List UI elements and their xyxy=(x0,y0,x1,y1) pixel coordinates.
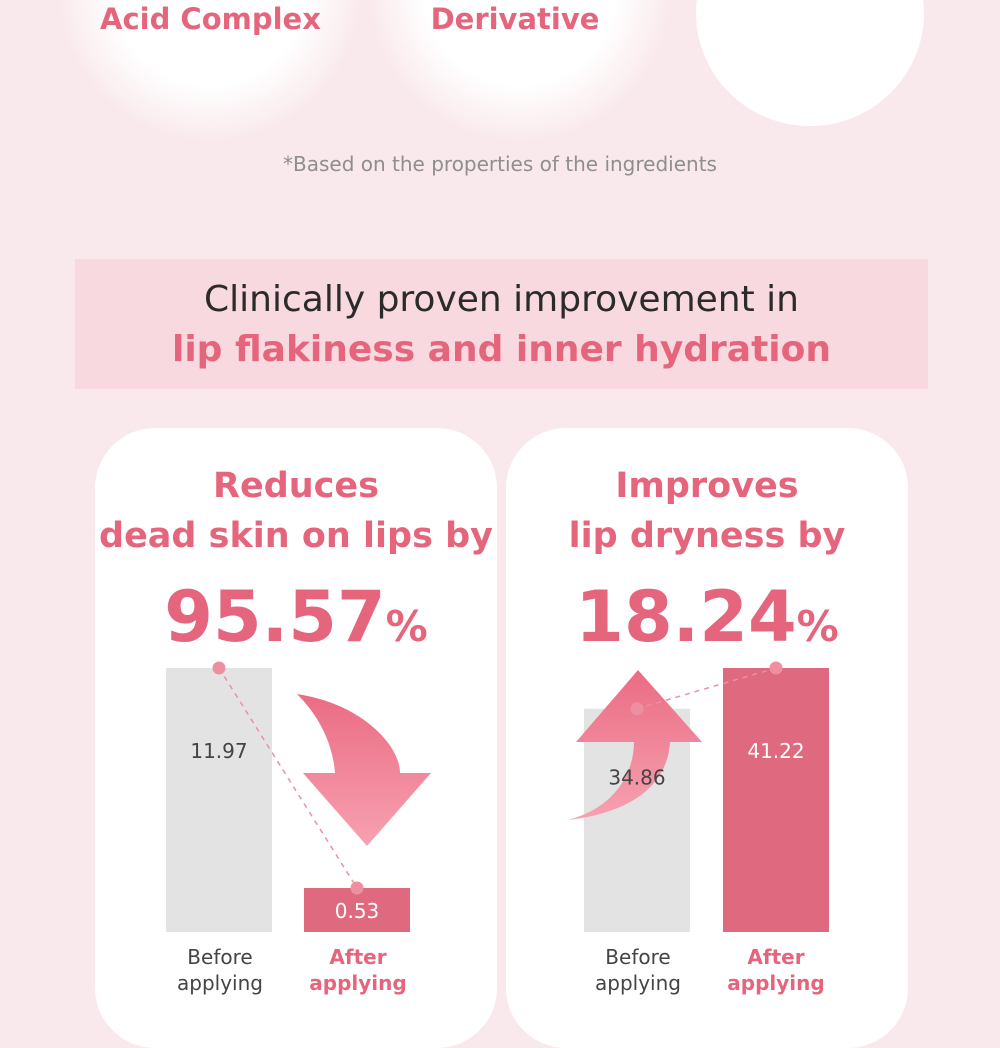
bar-value-label: 11.97 xyxy=(190,739,247,763)
headline-unit: % xyxy=(796,602,839,651)
arrow-up-icon xyxy=(568,670,702,820)
x-label-line: applying xyxy=(595,971,681,995)
x-label-line: Before xyxy=(605,945,671,969)
heading-line-2: lip flakiness and inner hydration xyxy=(171,329,832,370)
trend-line xyxy=(636,667,777,710)
x-label-line: Before xyxy=(187,945,253,969)
x-label-line: After xyxy=(329,945,387,969)
headline-number: 95.57 xyxy=(164,576,386,658)
x-label-line: applying xyxy=(309,971,407,995)
bar-chart-dead-skin: 11.97 0.53 xyxy=(166,661,431,932)
data-point-before xyxy=(630,702,644,716)
headline-percentage: 18.24% xyxy=(506,576,908,658)
data-point-before xyxy=(212,661,226,675)
x-label-before: Before applying xyxy=(563,944,713,996)
headline-unit: % xyxy=(385,602,428,651)
card-title-line-2: dead skin on lips by xyxy=(99,516,493,556)
bar-chart-dryness: 34.86 41.22 xyxy=(568,661,829,932)
x-label-before: Before applying xyxy=(145,944,295,996)
data-point-after xyxy=(350,881,364,895)
ingredient-circle xyxy=(696,0,924,126)
headline-number: 18.24 xyxy=(575,576,797,658)
arrow-down-icon xyxy=(297,694,431,846)
card-title-line-1: Reduces xyxy=(213,466,379,506)
card-title-line-2: lip dryness by xyxy=(568,516,846,556)
bar-after xyxy=(723,668,829,932)
x-label-line: After xyxy=(747,945,805,969)
bar-value-label: 0.53 xyxy=(335,899,380,923)
bar-after xyxy=(304,888,410,932)
footnote: *Based on the properties of the ingredie… xyxy=(283,152,717,176)
heading-banner: Clinically proven improvement in lip fla… xyxy=(75,259,928,389)
x-label-line: applying xyxy=(177,971,263,995)
data-point-after xyxy=(769,661,783,675)
trend-line xyxy=(218,667,358,889)
x-label-line: applying xyxy=(727,971,825,995)
ingredient-label-derivative: Derivative xyxy=(430,2,600,36)
headline-percentage: 95.57% xyxy=(95,576,497,658)
ingredient-label-acid-complex: Acid Complex xyxy=(100,2,321,36)
bar-value-label: 34.86 xyxy=(608,766,665,790)
result-card-dead-skin: Reduces dead skin on lips by 95.57% 11.9… xyxy=(95,428,497,1048)
heading-line-1: Clinically proven improvement in xyxy=(204,279,799,320)
x-label-after: After applying xyxy=(701,944,851,996)
bar-value-label: 41.22 xyxy=(747,739,804,763)
bar-before xyxy=(166,668,272,932)
card-title-line-1: Improves xyxy=(615,466,799,506)
x-label-after: After applying xyxy=(283,944,433,996)
result-card-dryness: Improves lip dryness by 18.24% 34.86 41.… xyxy=(506,428,908,1048)
